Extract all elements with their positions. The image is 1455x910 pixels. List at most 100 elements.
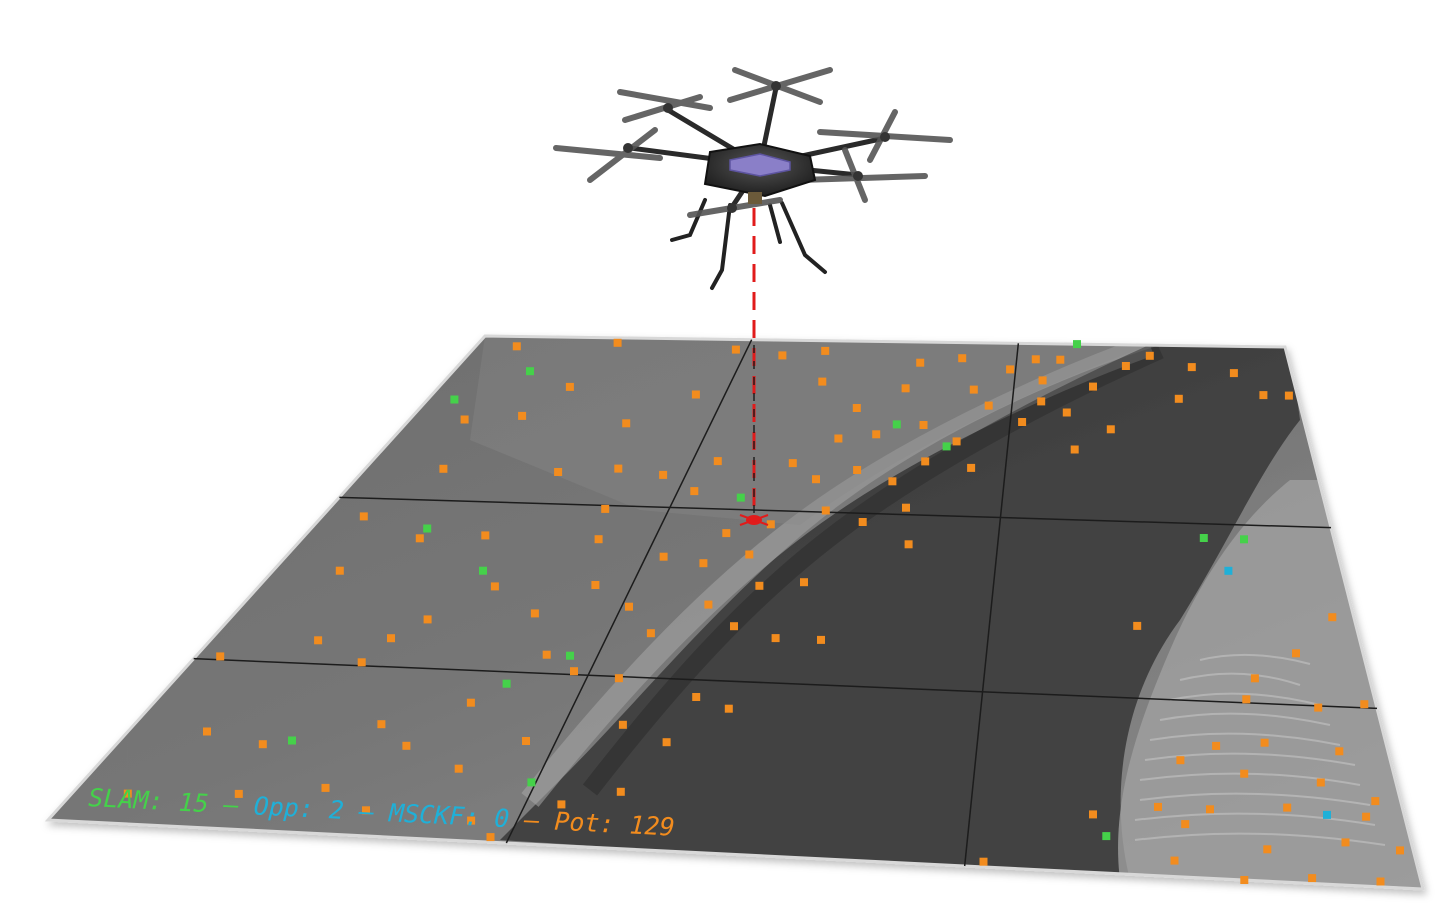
feature-point-pot <box>1056 355 1065 364</box>
feature-points-opp <box>1224 566 1331 819</box>
feature-point-pot <box>699 559 708 568</box>
feature-point-pot <box>362 806 370 815</box>
feature-point-pot <box>1242 695 1251 704</box>
feature-point-pot <box>439 464 448 473</box>
feature-point-pot <box>902 503 910 512</box>
feature-point-pot <box>713 457 722 466</box>
feature-point-slam <box>1073 340 1081 349</box>
feature-point-slam <box>288 736 296 745</box>
feature-point-pot <box>812 475 820 484</box>
feature-point-pot <box>1314 703 1323 712</box>
feature-point-pot <box>1283 803 1292 812</box>
feature-point-pot <box>858 518 867 526</box>
feature-point-pot <box>952 437 961 446</box>
feature-point-pot <box>357 658 366 667</box>
feature-point-pot <box>402 741 411 750</box>
feature-point-pot <box>901 384 910 393</box>
feature-point-slam <box>1240 535 1248 544</box>
feature-point-opp <box>1224 566 1233 575</box>
feature-point-pot <box>601 504 610 513</box>
feature-point-pot <box>1371 797 1380 806</box>
feature-point-pot <box>387 634 395 643</box>
feature-point-pot <box>919 421 928 429</box>
feature-point-pot <box>216 652 225 661</box>
opp-count-label: Opp: 2 <box>253 791 345 825</box>
feature-point-slam <box>526 367 534 376</box>
feature-point-pot <box>1038 376 1047 385</box>
feature-point-pot <box>646 629 655 638</box>
feature-point-pot <box>958 354 967 363</box>
feature-point-pot <box>659 552 668 561</box>
feature-point-slam <box>566 651 574 660</box>
feature-point-pot <box>817 635 825 644</box>
grid-line-horizontal <box>193 657 1378 710</box>
feature-point-pot <box>659 470 668 479</box>
msckf-count-label: MSCKF: 0 <box>387 798 510 833</box>
feature-point-pot <box>800 578 808 587</box>
feature-point-pot <box>1089 810 1097 819</box>
feature-point-pot <box>1106 425 1115 434</box>
feature-point-pot <box>618 720 627 729</box>
feature-point-pot <box>692 693 701 701</box>
feature-point-pot <box>921 457 930 466</box>
feature-point-pot <box>314 636 323 645</box>
feature-point-slam <box>423 524 432 533</box>
feature-point-pot <box>1145 351 1154 360</box>
separator: – <box>343 796 390 827</box>
feature-point-pot <box>1133 621 1142 630</box>
separator: – <box>208 789 255 820</box>
feature-point-pot <box>1260 738 1269 747</box>
feature-point-pot <box>704 600 713 609</box>
feature-point-pot <box>591 581 600 589</box>
crater-shadow <box>500 345 1300 880</box>
feature-point-pot <box>625 602 633 611</box>
feature-point-pot <box>1006 365 1015 374</box>
feature-point-pot <box>818 377 827 386</box>
grid-line-horizontal <box>339 496 1332 529</box>
feature-point-pot <box>1263 845 1272 854</box>
feature-count-legend: SLAM: 15 – Opp: 2 – MSCKF: 0 – Pot: 129 <box>88 783 676 842</box>
feature-point-pot <box>967 463 976 472</box>
feature-point-pot <box>1376 877 1385 886</box>
feature-point-pot <box>542 650 551 659</box>
feature-point-pot <box>570 667 578 676</box>
feature-point-pot <box>614 464 623 473</box>
feature-point-pot <box>234 789 243 798</box>
feature-points-pot <box>123 338 1404 886</box>
feature-point-pot <box>821 506 830 515</box>
feature-point-pot <box>853 466 862 474</box>
feature-point-pot <box>1206 805 1214 814</box>
feature-point-slam <box>736 493 745 502</box>
feature-point-pot <box>724 704 733 713</box>
grid-line-vertical <box>505 339 753 844</box>
feature-point-pot <box>1174 394 1183 403</box>
feature-point-pot <box>788 459 797 468</box>
feature-point-slam <box>479 566 487 575</box>
feature-point-pot <box>554 468 563 476</box>
feature-point-pot <box>1212 741 1221 750</box>
feature-point-pot <box>460 415 469 424</box>
feature-point-pot <box>834 434 843 443</box>
feature-point-pot <box>778 351 787 360</box>
feature-point-pot <box>722 529 731 538</box>
feature-point-pot <box>1284 391 1293 400</box>
feature-point-pot <box>872 430 881 439</box>
feature-point-pot <box>1037 397 1046 406</box>
feature-point-pot <box>1062 408 1071 417</box>
feature-point-pot <box>755 581 764 590</box>
feature-point-pot <box>1362 812 1371 821</box>
feature-point-pot <box>916 358 925 367</box>
feature-point-pot <box>1240 769 1249 778</box>
feature-point-slam <box>1102 832 1111 841</box>
feature-point-pot <box>979 857 988 866</box>
feature-point-pot <box>467 816 476 825</box>
feature-point-pot <box>984 401 993 410</box>
feature-point-pot <box>1259 391 1268 400</box>
grid-line-vertical <box>963 343 1020 867</box>
feature-point-pot <box>745 550 754 559</box>
feature-point-pot <box>1316 778 1325 787</box>
feature-point-pot <box>731 345 740 354</box>
feature-point-pot <box>123 789 132 798</box>
slam-count-label: SLAM: 15 <box>88 783 210 818</box>
feature-point-pot <box>1187 363 1196 372</box>
